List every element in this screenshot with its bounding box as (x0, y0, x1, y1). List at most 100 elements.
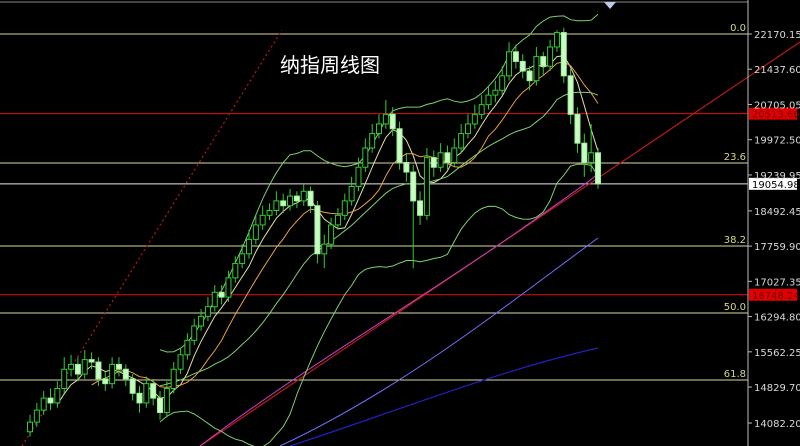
candle (232, 256, 239, 283)
candle-body-up (321, 243, 328, 255)
candle-body-down (115, 363, 122, 370)
candle-body-up (328, 224, 335, 245)
candle (512, 44, 519, 69)
candle (150, 378, 157, 406)
candle (61, 357, 68, 394)
candle-body-down (567, 75, 574, 115)
candle (595, 147, 601, 189)
candle-body-up (471, 113, 478, 125)
candle (157, 390, 164, 420)
candle-body-down (389, 113, 396, 130)
candle (567, 68, 574, 124)
candle-body-up (369, 133, 376, 149)
candle (136, 386, 143, 413)
y-tick-label: 17759.90 (754, 242, 800, 253)
candle-body-up (273, 200, 280, 212)
candle (355, 157, 362, 192)
candle (478, 95, 485, 120)
candle (68, 354, 75, 377)
candle-body-down (218, 291, 225, 298)
candle (396, 121, 403, 170)
candle-body-down (280, 200, 287, 207)
candle-body-up (211, 291, 218, 308)
candle-body-down (95, 361, 102, 380)
candle-body-up (588, 152, 595, 163)
candle (163, 381, 170, 418)
y-tick-label: 19239.95 (754, 171, 800, 182)
y-tick-label: 22170.15 (754, 30, 800, 41)
candle-body-up (341, 200, 348, 216)
candle (81, 349, 88, 379)
fib-level-label: 38.2 (724, 235, 746, 246)
candle-body-down (102, 378, 109, 385)
candle (109, 357, 116, 389)
scroll-marker-icon[interactable] (604, 2, 616, 9)
candle-body-up (423, 157, 430, 216)
candle-body-up (198, 315, 205, 327)
candle (143, 376, 150, 408)
candle-body-down (512, 51, 519, 62)
candle (280, 193, 287, 213)
candle-body-up (109, 363, 116, 385)
candle-body-up (266, 210, 273, 216)
candle (437, 143, 444, 173)
candle (184, 333, 191, 360)
fib-level-label: 61.8 (724, 369, 746, 380)
candle-body-up (355, 166, 362, 187)
candle (506, 42, 513, 81)
candle-body-up (376, 123, 383, 135)
candle (485, 85, 492, 110)
candle (115, 357, 122, 377)
candle-body-up (204, 306, 211, 317)
candle-body-up (499, 75, 506, 91)
candle (451, 138, 458, 168)
candle-body-down (410, 171, 417, 202)
candle-body-up (451, 147, 458, 163)
candle-body-down (444, 152, 451, 163)
candle (47, 388, 54, 411)
candle (95, 357, 102, 387)
candle (88, 352, 95, 370)
candle-body-up (163, 387, 170, 414)
candle-body-down (540, 56, 547, 67)
candle (307, 186, 314, 213)
candle-body-down (74, 363, 81, 375)
candle (403, 152, 410, 182)
candle (376, 114, 383, 139)
candle (348, 176, 355, 206)
candle-body-up (458, 133, 465, 149)
candle-body-up (68, 363, 75, 370)
candle-body-up (245, 238, 252, 255)
candle (314, 200, 321, 264)
candle-body-down (430, 157, 437, 168)
candle-body-down (150, 383, 157, 399)
candle (245, 229, 252, 259)
candle-body-down (526, 70, 533, 82)
candle-body-down (157, 397, 164, 414)
candle-body-up (177, 354, 184, 370)
candle (492, 80, 499, 103)
candle (40, 390, 47, 415)
y-tick-label: 20705.05 (754, 100, 800, 111)
candle-body-down (396, 128, 403, 163)
candle (574, 107, 581, 153)
candle (334, 208, 341, 230)
candle (444, 145, 451, 170)
red-level-label: 20513.66 (752, 110, 800, 121)
candle (191, 318, 198, 346)
candle-body-up (252, 224, 259, 240)
candle-body-up (61, 368, 68, 389)
candle-body-up (54, 387, 61, 404)
candle-body-up (485, 94, 492, 106)
candle (382, 99, 389, 129)
candle-body-up (191, 325, 198, 341)
ma-line-120 (289, 347, 599, 446)
y-tick-label: 17027.35 (754, 277, 800, 288)
bollinger-lower (159, 163, 599, 446)
candle (273, 191, 280, 216)
fib-level-label: 0.0 (730, 23, 746, 34)
current-price-badge (749, 177, 797, 190)
candle (540, 51, 547, 76)
